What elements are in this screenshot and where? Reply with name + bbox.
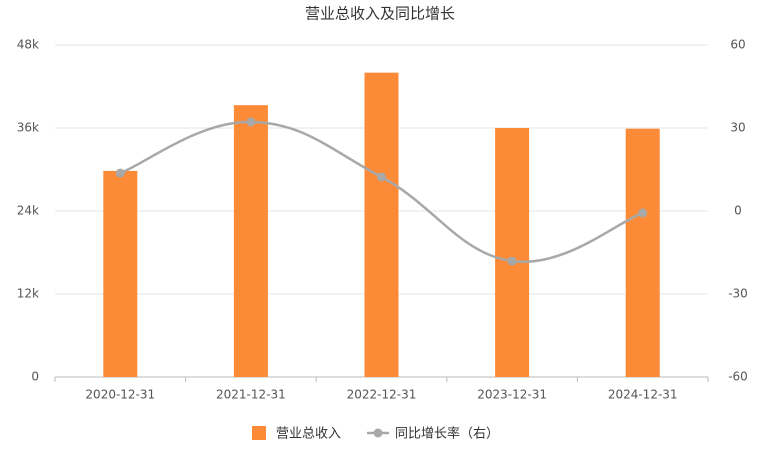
legend-swatch xyxy=(373,428,383,438)
x-tick-label: 2023-12-31 xyxy=(477,388,547,402)
y-tick-label: 0 xyxy=(31,370,39,384)
bar xyxy=(625,128,660,377)
y2-tick-label: -30 xyxy=(728,287,748,301)
bar xyxy=(495,128,530,377)
bar xyxy=(103,170,138,377)
legend-label: 营业总收入 xyxy=(276,427,341,442)
y2-tick-label: 60 xyxy=(730,38,745,52)
legend-label: 同比增长率（右） xyxy=(395,426,499,442)
line-point xyxy=(377,172,386,182)
y-tick-label: 48k xyxy=(17,38,39,52)
x-tick-label: 2022-12-31 xyxy=(347,388,417,402)
y2-tick-label: 30 xyxy=(730,121,745,135)
x-tick-label: 2024-12-31 xyxy=(608,388,678,402)
chart-title: 营业总收入及同比增长 xyxy=(305,5,455,23)
line-point xyxy=(246,117,256,127)
legend-swatch xyxy=(252,426,266,440)
line-point xyxy=(115,168,125,178)
line-point xyxy=(638,208,648,218)
y-tick-label: 12k xyxy=(17,287,39,301)
line-point xyxy=(507,256,517,266)
x-tick-label: 2020-12-31 xyxy=(85,388,155,402)
y-tick-label: 24k xyxy=(17,204,39,218)
y2-tick-label: -60 xyxy=(728,370,748,384)
x-tick-label: 2021-12-31 xyxy=(216,388,286,402)
y-tick-label: 36k xyxy=(17,121,39,135)
bar xyxy=(364,72,399,378)
y2-tick-label: 0 xyxy=(734,204,742,218)
bar xyxy=(233,105,268,378)
